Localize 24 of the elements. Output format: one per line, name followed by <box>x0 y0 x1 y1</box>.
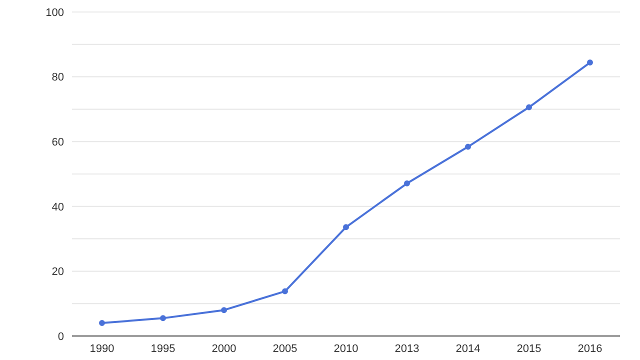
point <box>465 144 471 150</box>
x-tick-label: 1990 <box>90 342 114 355</box>
x-tick-label: 1995 <box>150 342 176 355</box>
x-tick-label: 2000 <box>212 342 236 355</box>
x-tick-label: 2016 <box>578 342 602 355</box>
point <box>99 320 105 326</box>
y-tick-label: 40 <box>52 201 64 214</box>
y-tick-label: 60 <box>52 136 64 149</box>
x-tick-label: 2005 <box>272 342 298 355</box>
point <box>526 104 532 110</box>
y-tick-label: 100 <box>46 6 64 19</box>
y-tick-label: 20 <box>52 266 64 278</box>
point <box>343 224 349 230</box>
x-tick-label: 2013 <box>394 342 420 355</box>
point <box>404 180 410 186</box>
x-tick-label: 2010 <box>334 342 358 355</box>
point <box>160 315 166 322</box>
y-tick-label: 80 <box>52 72 64 84</box>
point <box>282 288 288 294</box>
point <box>587 60 593 66</box>
y-tick-label: 0 <box>58 330 64 343</box>
x-tick-label: 2015 <box>516 342 542 355</box>
x-tick-label: 2014 <box>456 342 480 355</box>
point <box>221 307 227 314</box>
